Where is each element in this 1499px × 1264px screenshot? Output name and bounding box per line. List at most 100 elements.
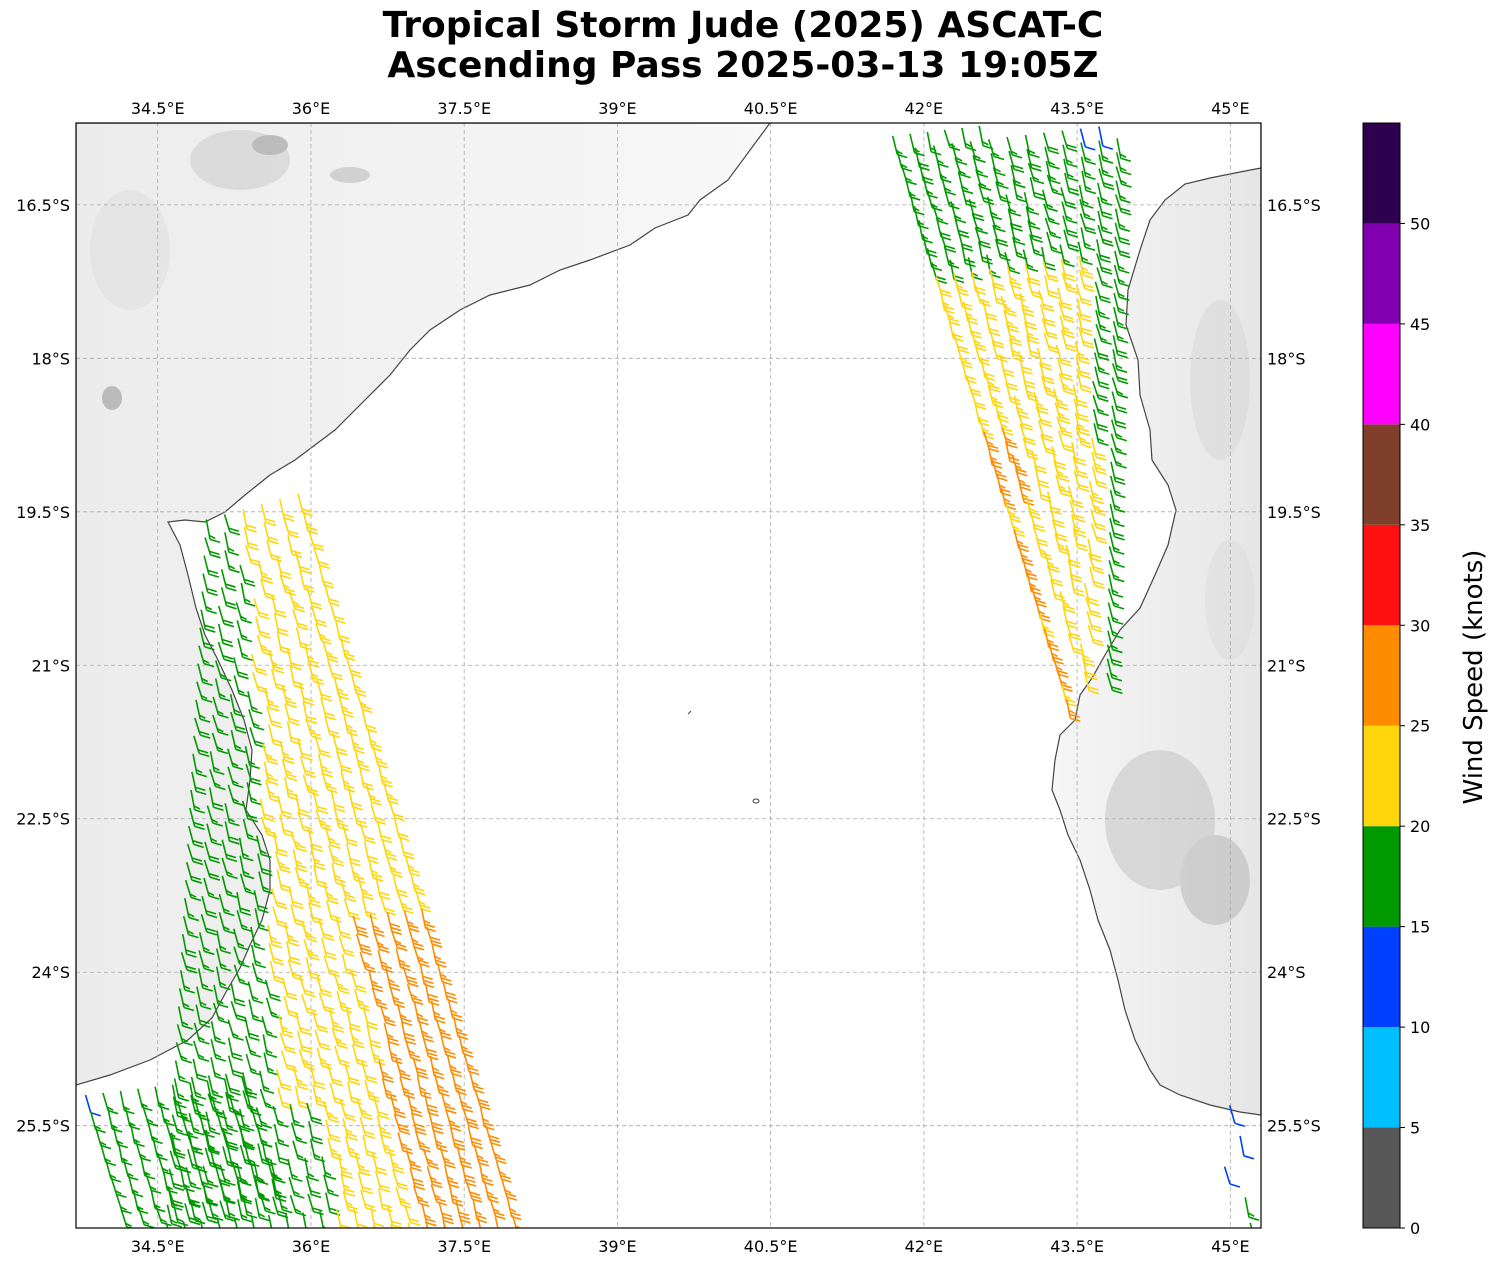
wind-barb (248, 999, 264, 1023)
wind-barb (294, 793, 311, 818)
wind-barb (233, 928, 250, 951)
wind-barb (414, 1130, 431, 1153)
wind-barb (434, 1073, 450, 1097)
wind-barb (301, 994, 318, 1016)
wind-barb (239, 873, 257, 896)
wind-barb (1075, 355, 1091, 379)
wind-barb (216, 930, 231, 955)
wind-barb (1071, 514, 1087, 538)
wind-barb (1115, 152, 1132, 176)
wind-barb (363, 840, 379, 865)
wind-barb (189, 807, 205, 831)
lon-tick-label-top: 42°E (905, 99, 943, 118)
wind-barb (1107, 588, 1125, 610)
wind-barb (961, 127, 977, 152)
wind-barb (992, 167, 1009, 190)
wind-barb (292, 849, 308, 873)
wind-barb (1109, 475, 1126, 499)
wind-barb (424, 1221, 429, 1228)
lon-tick-label-top: 40.5°E (744, 99, 798, 118)
wind-barb (173, 1078, 189, 1102)
wind-barb (1036, 347, 1053, 371)
wind-barb (1069, 500, 1086, 523)
wind-barb (204, 537, 221, 559)
wind-barb (1098, 140, 1114, 164)
wind-barb (1019, 423, 1036, 446)
wind-barb (323, 882, 339, 905)
wind-barb (404, 1204, 421, 1227)
wind-barb (1110, 447, 1127, 469)
wind-barb (406, 983, 424, 1006)
wind-barb (299, 756, 317, 778)
wind-barb (1006, 324, 1023, 347)
wind-barb (1085, 596, 1102, 619)
wind-barb (376, 820, 393, 844)
wind-barb (1079, 199, 1096, 222)
wind-barb (1076, 369, 1092, 394)
wind-barb (1083, 582, 1100, 606)
wind-barb (1076, 298, 1092, 323)
wind-barb (405, 1149, 422, 1172)
wind-barb (198, 950, 215, 973)
wind-barb (233, 964, 251, 986)
wind-barb (232, 657, 249, 680)
wind-barb (247, 981, 264, 1004)
wind-barb (1109, 503, 1125, 528)
wind-barb (1108, 560, 1125, 583)
lon-tick-label-bottom: 42°E (905, 1237, 943, 1256)
wind-barb (1098, 154, 1114, 178)
wind-barb (314, 735, 331, 758)
wind-barb (352, 804, 368, 828)
wind-barb (1060, 187, 1077, 210)
wind-barb (1090, 523, 1108, 545)
wind-barb (258, 871, 274, 895)
wind-barb (268, 650, 285, 674)
wind-barb (218, 894, 235, 917)
wind-barb (198, 932, 215, 956)
wind-barb (381, 838, 398, 861)
wind-barb (1069, 573, 1085, 597)
wind-barb (188, 825, 204, 849)
wind-barb (378, 1060, 394, 1083)
wind-barb (220, 587, 237, 610)
wind-barb (275, 1069, 293, 1092)
wind-barb (227, 766, 244, 789)
wind-barb (1239, 1135, 1255, 1160)
lon-tick-label-bottom: 39°E (598, 1237, 636, 1256)
wind-barb (286, 941, 301, 965)
lon-tick-label-top: 45°E (1211, 99, 1249, 118)
wind-barb (294, 552, 311, 574)
wind-barb (227, 1019, 244, 1041)
terrain-shading (90, 130, 1255, 925)
wind-barb (288, 1177, 305, 1199)
wind-barb (198, 645, 215, 668)
wind-barb (282, 516, 300, 539)
wind-barb (142, 1104, 159, 1127)
colorbar: 0 5 10 15 20 25 30 35 40 45 50 (1362, 122, 1430, 1238)
wind-barb (1112, 321, 1129, 344)
lon-tick-label-top: 34.5°E (131, 99, 185, 118)
colorbar-tick-label: 45 (1410, 315, 1430, 334)
wind-barb (1001, 427, 1018, 449)
wind-barb (1116, 138, 1132, 162)
wind-barb (361, 896, 378, 920)
wind-barb (307, 1193, 324, 1216)
wind-barb (1050, 579, 1066, 603)
wind-barb (357, 878, 374, 901)
wind-barb (1097, 182, 1113, 206)
wind-barb (219, 1200, 236, 1222)
wind-barb (392, 1168, 409, 1191)
wind-barb (277, 796, 293, 819)
wind-barb (262, 1034, 278, 1059)
wind-barb (166, 1204, 182, 1228)
wind-barb (115, 1192, 132, 1215)
wind-barb (244, 746, 260, 770)
wind-barb (448, 1183, 464, 1207)
wind-barb (1039, 304, 1056, 327)
wind-barb (1055, 474, 1072, 498)
wind-barb (280, 1050, 298, 1072)
wind-barb (1073, 398, 1089, 422)
wind-barb (278, 498, 295, 522)
wind-barb (305, 718, 322, 740)
wind-barb (1021, 307, 1038, 331)
